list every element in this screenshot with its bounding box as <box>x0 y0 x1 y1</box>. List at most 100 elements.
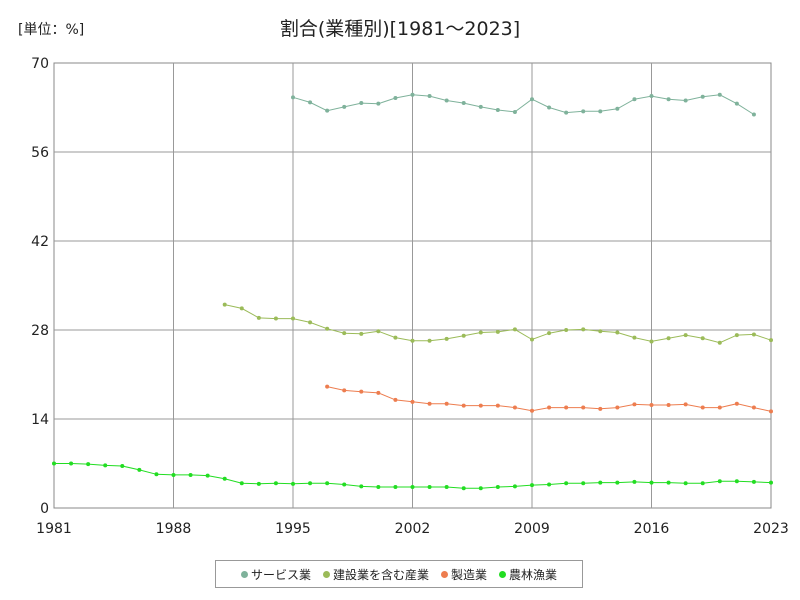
data-point <box>547 331 552 336</box>
data-point <box>256 315 261 320</box>
data-point <box>666 97 671 102</box>
legend: サービス業 建設業を含む産業 製造業 農林漁業 <box>215 560 583 588</box>
x-tick-label: 2023 <box>753 521 789 537</box>
data-point <box>342 331 347 336</box>
x-axis-ticks: 1981 1988 1995 2002 2009 2016 2023 <box>36 521 789 537</box>
data-point <box>478 486 483 491</box>
data-point <box>751 332 756 337</box>
series-2 <box>222 302 773 345</box>
data-point <box>256 481 261 486</box>
data-point <box>308 481 313 486</box>
data-point <box>717 92 722 97</box>
data-point <box>700 481 705 486</box>
data-point <box>52 461 56 466</box>
data-point <box>700 336 705 341</box>
data-point <box>734 333 739 338</box>
x-tick-label: 2002 <box>395 521 431 537</box>
data-point <box>461 333 466 338</box>
data-point <box>291 481 295 486</box>
data-point <box>717 479 722 484</box>
data-point <box>632 335 637 340</box>
data-point <box>273 316 278 321</box>
legend-label: サービス業 <box>250 567 311 582</box>
data-point <box>632 479 637 484</box>
x-tick-label: 2009 <box>514 521 550 537</box>
data-point <box>427 485 432 490</box>
data-point <box>734 479 739 484</box>
data-point <box>222 302 227 307</box>
data-point <box>291 95 295 100</box>
data-point <box>359 484 364 489</box>
data-point <box>530 483 534 488</box>
data-point <box>478 104 483 109</box>
y-axis-ticks: 0 14 28 42 56 70 <box>31 56 49 517</box>
data-point <box>717 405 722 410</box>
data-point <box>598 109 603 114</box>
data-point <box>325 326 330 331</box>
data-point <box>444 98 449 103</box>
data-point <box>427 338 432 343</box>
data-point <box>700 405 705 410</box>
data-point <box>137 467 142 472</box>
legend-label: 製造業 <box>451 567 488 582</box>
data-point <box>632 402 637 407</box>
data-point <box>188 472 193 477</box>
data-point <box>410 485 415 490</box>
data-point <box>495 403 500 408</box>
data-point <box>342 482 347 487</box>
data-point <box>171 472 176 477</box>
data-point <box>444 401 449 406</box>
data-point <box>359 331 364 336</box>
data-point <box>410 92 415 97</box>
data-point <box>683 333 688 338</box>
data-point <box>393 95 398 100</box>
data-point <box>683 98 688 103</box>
data-point <box>427 401 432 406</box>
data-point <box>547 405 552 410</box>
data-point <box>769 409 773 414</box>
data-point <box>222 476 227 481</box>
data-point <box>239 481 244 486</box>
data-point <box>359 389 364 394</box>
y-tick-label: 28 <box>31 323 49 339</box>
data-point <box>376 101 381 106</box>
data-point <box>547 105 552 110</box>
data-point <box>649 94 654 99</box>
data-point <box>359 101 364 106</box>
data-point <box>495 329 500 334</box>
data-point <box>734 101 739 106</box>
data-point <box>581 481 586 486</box>
data-point <box>342 388 347 393</box>
series-line <box>292 94 755 115</box>
data-point <box>615 330 620 335</box>
x-tick-label: 2016 <box>634 521 670 537</box>
data-point <box>649 339 654 344</box>
data-point <box>512 484 517 489</box>
x-tick-label: 1995 <box>275 521 311 537</box>
data-point <box>512 327 517 332</box>
data-point <box>598 480 603 485</box>
data-point <box>376 329 381 334</box>
data-point <box>666 336 671 341</box>
data-point <box>308 320 313 325</box>
legend-marker-icon <box>240 570 248 578</box>
data-point <box>427 94 432 99</box>
data-point <box>291 316 295 321</box>
y-tick-label: 70 <box>31 56 49 72</box>
data-point <box>273 481 278 486</box>
data-point <box>769 480 773 485</box>
data-point <box>598 406 603 411</box>
data-point <box>86 462 91 467</box>
data-point <box>530 97 534 102</box>
data-point <box>581 405 586 410</box>
data-point <box>444 336 449 341</box>
legend-item: 建設業を含む産業 <box>322 566 429 583</box>
data-point <box>751 479 756 484</box>
data-point <box>564 328 569 332</box>
data-point <box>615 480 620 485</box>
data-point <box>325 384 330 389</box>
legend-item: 製造業 <box>441 566 487 583</box>
data-point <box>103 463 108 468</box>
data-point <box>751 405 756 410</box>
